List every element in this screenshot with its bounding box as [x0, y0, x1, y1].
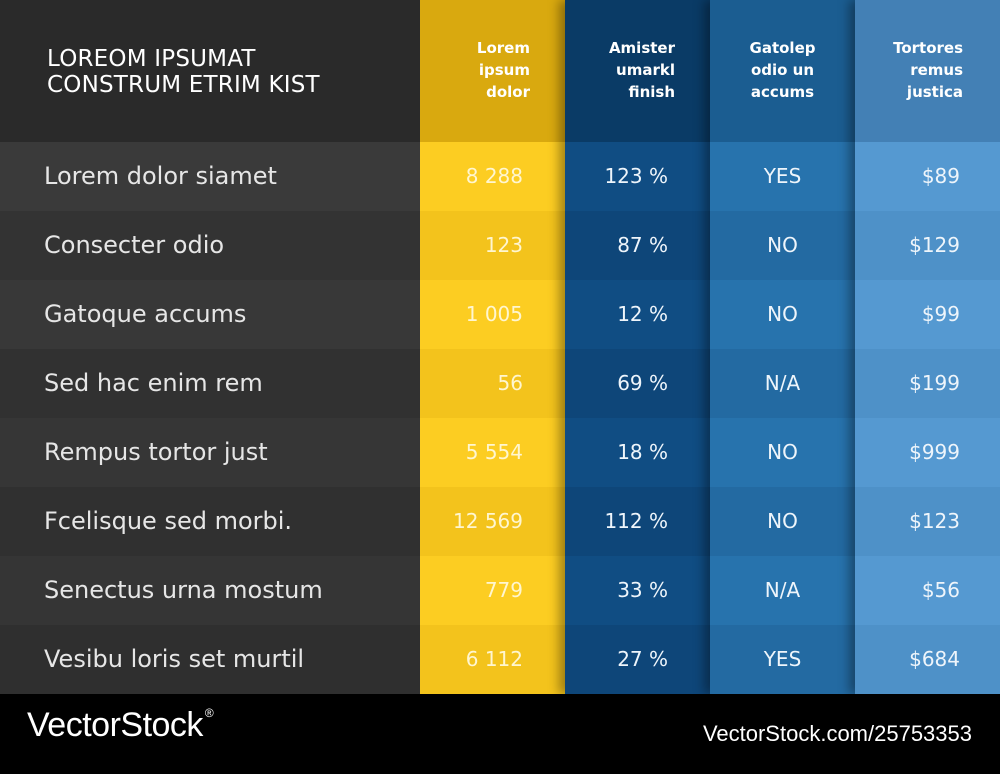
table-cell: 69 % — [565, 349, 710, 418]
title-line-2: CONSTRUM ETRIM KIST — [47, 72, 320, 98]
table-row: Fcelisque sed morbi. — [0, 487, 420, 556]
column-header-line: finish — [628, 83, 675, 101]
footer-url: VectorStock.com/25753353 — [702, 721, 972, 746]
table-cell: NO — [710, 280, 855, 349]
column-header-line: Gatolep — [749, 39, 816, 57]
column-header-line: Amister — [608, 39, 675, 57]
column-1: Lorem ipsum dolor 8 288 123 1 005 56 5 554 12 56… — [420, 0, 565, 694]
table-cell: 123 — [420, 211, 565, 280]
column-header-line: odio un — [750, 61, 815, 79]
table-cell: N/A — [710, 556, 855, 625]
table-cell: NO — [710, 211, 855, 280]
table-cell: 123 % — [565, 142, 710, 211]
vectorstock-logo: VectorStock ® — [27, 706, 214, 745]
table-cell: 27 % — [565, 625, 710, 694]
column-header-line: dolor — [486, 83, 530, 101]
table-cell: $684 — [855, 625, 1000, 694]
table-row: Consecter odio — [0, 211, 420, 280]
column-header: Lorem ipsum dolor — [420, 0, 565, 142]
column-header: Tortores remus justica — [855, 0, 1000, 142]
column-header-line: Lorem — [476, 39, 530, 57]
table-row: Vesibu loris set murtil — [0, 625, 420, 694]
table-cell: $199 — [855, 349, 1000, 418]
column-header-line: umarkl — [616, 61, 675, 79]
column-header-text: Lorem ipsum dolor — [477, 37, 530, 103]
table-title: LOREOM IPSUMAT CONSTRUM ETRIM KIST — [47, 46, 320, 98]
column-header-text: Tortores remus justica — [893, 37, 963, 103]
table-cell: 112 % — [565, 487, 710, 556]
row-label: Gatoque accums — [44, 300, 247, 328]
table-cell: 779 — [420, 556, 565, 625]
row-label: Fcelisque sed morbi. — [44, 507, 293, 535]
table-cell: $99 — [855, 280, 1000, 349]
table-cell: 12 569 — [420, 487, 565, 556]
column-2: Amister umarkl finish 123 % 87 % 12 % 69 % 18 %… — [565, 0, 710, 694]
registered-mark: ® — [204, 706, 214, 720]
column-header-line: remus — [910, 61, 963, 79]
column-header-line: Tortores — [893, 39, 963, 57]
table-cell: N/A — [710, 349, 855, 418]
table-cell: $56 — [855, 556, 1000, 625]
table-cell: 18 % — [565, 418, 710, 487]
row-label: Sed hac enim rem — [44, 369, 263, 397]
table-cell: $89 — [855, 142, 1000, 211]
row-label: Lorem dolor siamet — [44, 162, 277, 190]
table-cell: 33 % — [565, 556, 710, 625]
column-header: Gatolep odio un accums — [710, 0, 855, 142]
column-header-line: accums — [750, 83, 815, 101]
footer: VectorStock ® VectorStock.com/25753353 — [0, 694, 1000, 774]
column-header-text: Amister umarkl finish — [609, 37, 675, 103]
table-cell: 8 288 — [420, 142, 565, 211]
table-row: Senectus urna mostum — [0, 556, 420, 625]
column-header: Amister umarkl finish — [565, 0, 710, 142]
table-cell: 12 % — [565, 280, 710, 349]
row-label: Senectus urna mostum — [44, 576, 323, 604]
row-label: Rempus tortor just — [44, 438, 268, 466]
column-4: Tortores remus justica $89 $129 $99 $199 $999 $1… — [855, 0, 1000, 694]
logo-text: VectorStock — [27, 706, 203, 744]
table-header: LOREOM IPSUMAT CONSTRUM ETRIM KIST — [0, 0, 420, 142]
table-cell: $123 — [855, 487, 1000, 556]
table-cell: NO — [710, 487, 855, 556]
row-label: Consecter odio — [44, 231, 225, 259]
table-cell: 87 % — [565, 211, 710, 280]
table-cell: 5 554 — [420, 418, 565, 487]
table-cell: 56 — [420, 349, 565, 418]
row-label: Vesibu loris set murtil — [44, 645, 305, 673]
column-header-line: ipsum — [478, 61, 530, 79]
table-cell: NO — [710, 418, 855, 487]
table-row: Sed hac enim rem — [0, 349, 420, 418]
table-cell: 1 005 — [420, 280, 565, 349]
table-cell: YES — [710, 625, 855, 694]
table-cell: YES — [710, 142, 855, 211]
column-header-line: justica — [906, 83, 963, 101]
table-row: Lorem dolor siamet — [0, 142, 420, 211]
comparison-table: LOREOM IPSUMAT CONSTRUM ETRIM KIST Lorem… — [0, 0, 1000, 694]
table-cell: 6 112 — [420, 625, 565, 694]
column-3: Gatolep odio un accums YES NO NO N/A NO NO N/A YES — [710, 0, 855, 694]
column-header-text: Gatolep odio un accums — [710, 37, 855, 103]
table-row: Gatoque accums — [0, 280, 420, 349]
table-cell: $999 — [855, 418, 1000, 487]
table-cell: $129 — [855, 211, 1000, 280]
table-row: Rempus tortor just — [0, 418, 420, 487]
title-line-1: LOREOM IPSUMAT — [47, 46, 256, 72]
